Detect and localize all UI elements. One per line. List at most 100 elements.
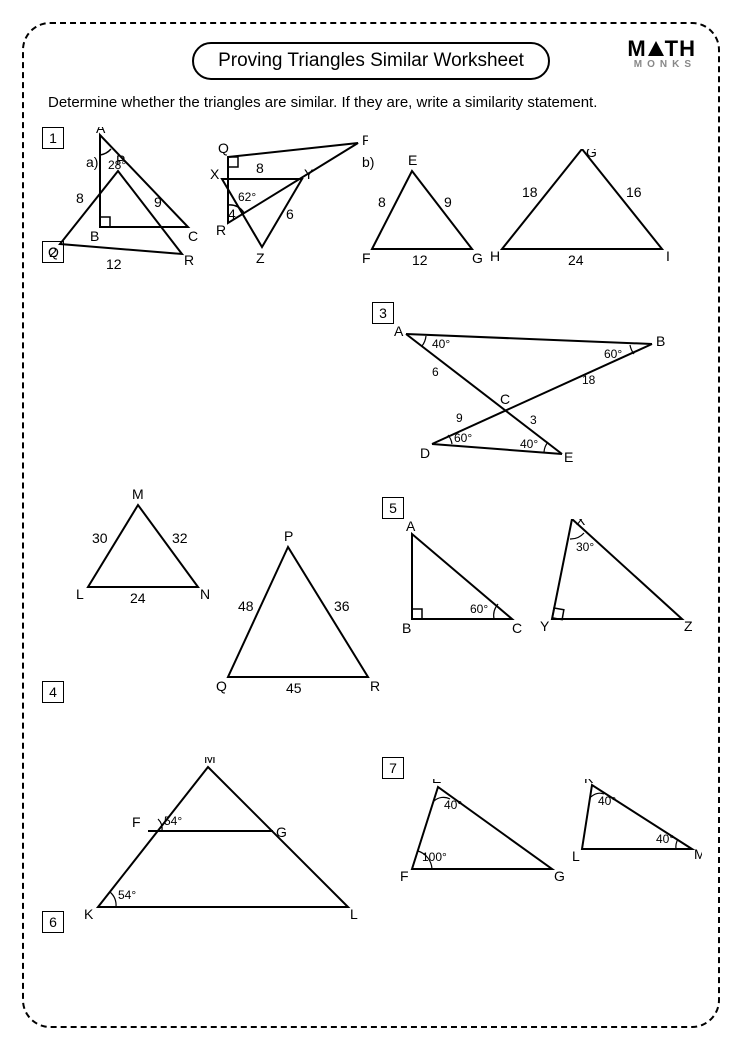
svg-text:L: L (350, 906, 358, 922)
problem-5-svg: A B C 60° X Y Z 30° (382, 519, 692, 649)
svg-text:Q: Q (216, 678, 227, 694)
svg-text:D: D (420, 445, 430, 461)
svg-text:F: F (400, 868, 409, 884)
svg-text:B: B (402, 620, 411, 636)
problem-6-svg: M F G K L 54° 54° (68, 757, 368, 927)
svg-text:R: R (216, 222, 226, 238)
svg-text:A: A (406, 519, 416, 534)
problem-3: 3 A B C D E 40° 60° 60° (372, 302, 700, 479)
svg-text:40°: 40° (432, 337, 450, 351)
svg-text:18: 18 (582, 373, 596, 387)
logo-math: MTH (627, 38, 696, 60)
qnum-4: 4 (42, 681, 64, 703)
svg-text:3: 3 (530, 413, 537, 427)
svg-text:M: M (132, 487, 144, 502)
svg-text:28°: 28° (108, 158, 126, 172)
svg-text:Q: Q (218, 140, 229, 156)
svg-text:G: G (586, 149, 597, 160)
svg-text:Z: Z (684, 618, 692, 634)
problem-5: 5 A B C 60° X Y Z 30° (382, 497, 700, 654)
triangle-efg (372, 171, 472, 249)
svg-text:L: L (76, 586, 84, 602)
problem-7: 7 E F G 40° 100° K L M (382, 757, 702, 914)
instructions: Determine whether the triangles are simi… (42, 94, 700, 111)
svg-text:40°: 40° (656, 832, 674, 846)
svg-text:24: 24 (130, 590, 146, 606)
angle-arc-a (100, 149, 111, 155)
qnum-6: 6 (42, 911, 64, 933)
qnum-7: 7 (382, 757, 404, 779)
svg-text:18: 18 (522, 184, 538, 200)
problem-7-svg: E F G 40° 100° K L M 40° 40° (382, 779, 702, 909)
svg-text:30°: 30° (576, 540, 594, 554)
svg-text:40°: 40° (520, 437, 538, 451)
svg-text:6: 6 (432, 365, 439, 379)
right-angle-b (100, 217, 110, 227)
svg-text:F: F (132, 814, 141, 830)
problem-4-svg: M L N 30 32 24 P Q R 48 36 45 (68, 487, 398, 697)
qnum-5: 5 (382, 497, 404, 519)
header: Proving Triangles Similar Worksheet MTH … (42, 42, 700, 80)
svg-text:16: 16 (626, 184, 642, 200)
right-angle-b5 (412, 609, 422, 619)
svg-text:30: 30 (92, 530, 108, 546)
svg-text:40°: 40° (444, 798, 462, 812)
qnum-2: 2 (42, 241, 64, 263)
problem-6: 6 M F G K L 54° 54° (42, 757, 368, 933)
svg-text:X: X (576, 519, 586, 528)
svg-text:A: A (96, 127, 106, 136)
triangle-xyz5 (552, 519, 682, 619)
problem-2: 2 A B C 28° Q P R 62° (42, 127, 368, 263)
triangle-mkl (98, 767, 348, 907)
svg-text:C: C (188, 228, 198, 244)
svg-text:M: M (694, 846, 702, 862)
problem-4: 4 M L N 30 32 24 P Q R 48 36 (42, 487, 398, 703)
svg-text:Y: Y (540, 618, 550, 634)
problem-3-svg: A B C D E 40° 60° 60° 40° 6 18 9 3 (372, 324, 682, 474)
qnum-3: 3 (372, 302, 394, 324)
svg-text:K: K (84, 906, 94, 922)
svg-text:60°: 60° (604, 347, 622, 361)
svg-text:G: G (554, 868, 565, 884)
svg-text:B: B (90, 228, 99, 244)
svg-text:E: E (564, 449, 573, 465)
svg-text:M: M (204, 757, 216, 766)
svg-text:K: K (584, 779, 594, 786)
worksheet-page: Proving Triangles Similar Worksheet MTH … (0, 0, 742, 1050)
angle-arc-r (228, 205, 244, 213)
svg-text:32: 32 (172, 530, 188, 546)
svg-text:P: P (362, 132, 368, 148)
svg-text:G: G (276, 824, 287, 840)
svg-text:45: 45 (286, 680, 302, 696)
svg-text:L: L (572, 848, 580, 864)
problems-area: 1 a) P Q R 8 9 12 X Y Z 8 4 (42, 127, 700, 1007)
svg-text:9: 9 (456, 411, 463, 425)
logo: MTH MONKS (627, 38, 696, 70)
svg-text:A: A (394, 324, 404, 339)
triangle-mln (88, 505, 198, 587)
svg-text:54°: 54° (164, 814, 182, 828)
svg-text:C: C (500, 391, 510, 407)
svg-text:24: 24 (568, 252, 584, 268)
svg-text:9: 9 (444, 194, 452, 210)
problem-2-svg: A B C 28° Q P R 62° (68, 127, 368, 257)
svg-text:H: H (490, 248, 500, 264)
svg-text:B: B (656, 333, 665, 349)
svg-text:48: 48 (238, 598, 254, 614)
svg-text:62°: 62° (238, 190, 256, 204)
svg-text:60°: 60° (470, 602, 488, 616)
svg-text:40°: 40° (598, 794, 616, 808)
svg-text:I: I (666, 248, 670, 264)
right-angle-q (228, 157, 238, 167)
svg-text:E: E (408, 152, 417, 168)
svg-text:R: R (370, 678, 380, 694)
svg-text:60°: 60° (454, 431, 472, 445)
logo-monks: MONKS (627, 60, 696, 70)
svg-text:54°: 54° (118, 888, 136, 902)
svg-text:C: C (512, 620, 522, 636)
svg-text:P: P (284, 528, 293, 544)
dashed-frame: Proving Triangles Similar Worksheet MTH … (22, 22, 720, 1028)
svg-text:8: 8 (378, 194, 386, 210)
svg-text:12: 12 (412, 252, 428, 268)
svg-text:100°: 100° (422, 850, 447, 864)
